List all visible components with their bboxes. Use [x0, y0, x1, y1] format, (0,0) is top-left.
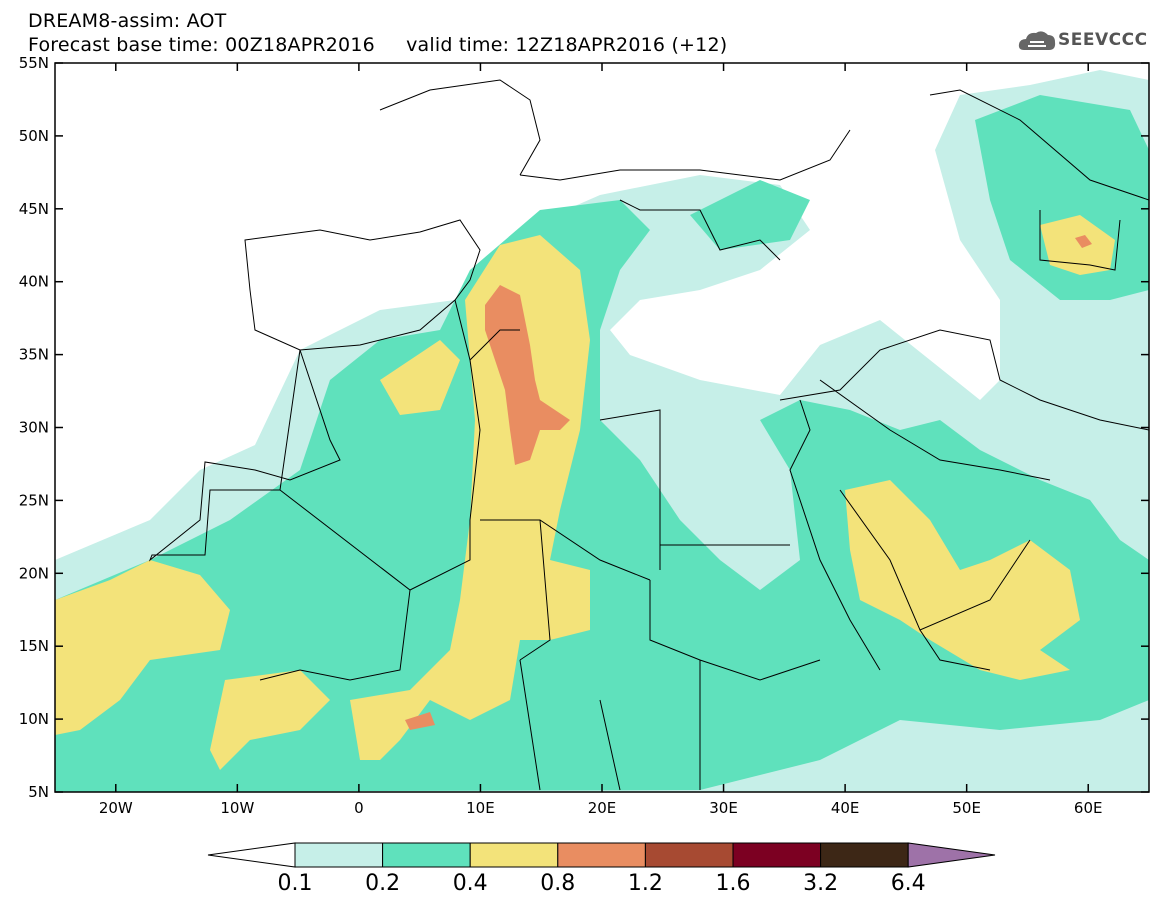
aot-contour-0.8 — [1075, 235, 1092, 248]
longitude-axis: 20W 10W 0 10E 20E 30E 40E 50E 60E — [99, 63, 1103, 817]
lon-tick-label: 50E — [952, 799, 981, 817]
lon-tick-label: 60E — [1074, 799, 1103, 817]
colorbar-label: 6.4 — [891, 871, 926, 896]
colorbar-swatch — [820, 842, 909, 868]
colorbar-swatch — [294, 842, 384, 868]
colorbar-label: 1.6 — [716, 871, 751, 896]
aot-contour-0.8 — [405, 712, 435, 730]
lat-tick-label: 40N — [19, 273, 49, 291]
colorbar-label: 0.1 — [278, 871, 313, 896]
lat-tick-label: 10N — [19, 710, 49, 728]
aot-contour-0.4 — [55, 560, 230, 735]
colorbar-extend-arrow — [207, 842, 296, 868]
colorbar: 0.1 0.2 0.4 0.8 1.2 1.6 3.2 6.4 — [207, 842, 996, 896]
colorbar-label: 3.2 — [803, 871, 838, 896]
lat-tick-label: 5N — [28, 783, 49, 801]
lon-tick-label: 30E — [709, 799, 738, 817]
country-borders — [148, 79, 1149, 791]
colorbar-label: 0.4 — [453, 871, 488, 896]
aot-contour-0.2 — [690, 180, 810, 250]
colorbar-swatch — [469, 842, 559, 868]
colorbar-label: 0.8 — [540, 871, 575, 896]
colorbar-swatch — [557, 842, 646, 868]
aot-contour-0.4 — [380, 340, 460, 415]
aot-contour-0.4 — [1040, 215, 1115, 275]
forecast-time-line: Forecast base time: 00Z18APR2016 valid t… — [28, 34, 728, 56]
lat-tick-label: 35N — [19, 346, 49, 364]
lon-tick-label: 0 — [354, 799, 364, 817]
lat-tick-label: 55N — [19, 54, 49, 72]
colorbar-label: 1.2 — [628, 871, 663, 896]
lat-tick-label: 30N — [19, 419, 49, 437]
lon-tick-label: 10E — [466, 799, 495, 817]
colorbar-label: 0.2 — [365, 871, 400, 896]
lat-tick-label: 20N — [19, 564, 49, 582]
colorbar-extend-arrow — [907, 842, 996, 868]
lon-tick-label: 20E — [588, 799, 617, 817]
cloud-icon — [1018, 31, 1056, 50]
colorbar-swatch — [732, 842, 822, 868]
latitude-axis: 55N 50N 45N 40N 35N 30N 25N 20N 15N 10N 5N — [19, 54, 1149, 801]
map-title: DREAM8-assim: AOT — [28, 10, 227, 32]
aot-contour-0.4 — [845, 480, 1080, 680]
colorbar-swatch — [644, 842, 734, 868]
aot-contour-0.4 — [210, 670, 330, 770]
lat-tick-label: 15N — [19, 637, 49, 655]
aot-contour-0.2 — [55, 200, 1149, 792]
lon-tick-label: 10W — [220, 799, 254, 817]
aot-field — [55, 63, 1149, 792]
lat-tick-label: 50N — [19, 127, 49, 145]
lon-tick-label: 40E — [831, 799, 860, 817]
colorbar-swatch — [382, 842, 471, 868]
lat-tick-label: 45N — [19, 200, 49, 218]
seevccc-logo: SEEVCCC — [1058, 30, 1148, 50]
lon-tick-label: 20W — [99, 799, 133, 817]
lat-tick-label: 25N — [19, 491, 49, 509]
